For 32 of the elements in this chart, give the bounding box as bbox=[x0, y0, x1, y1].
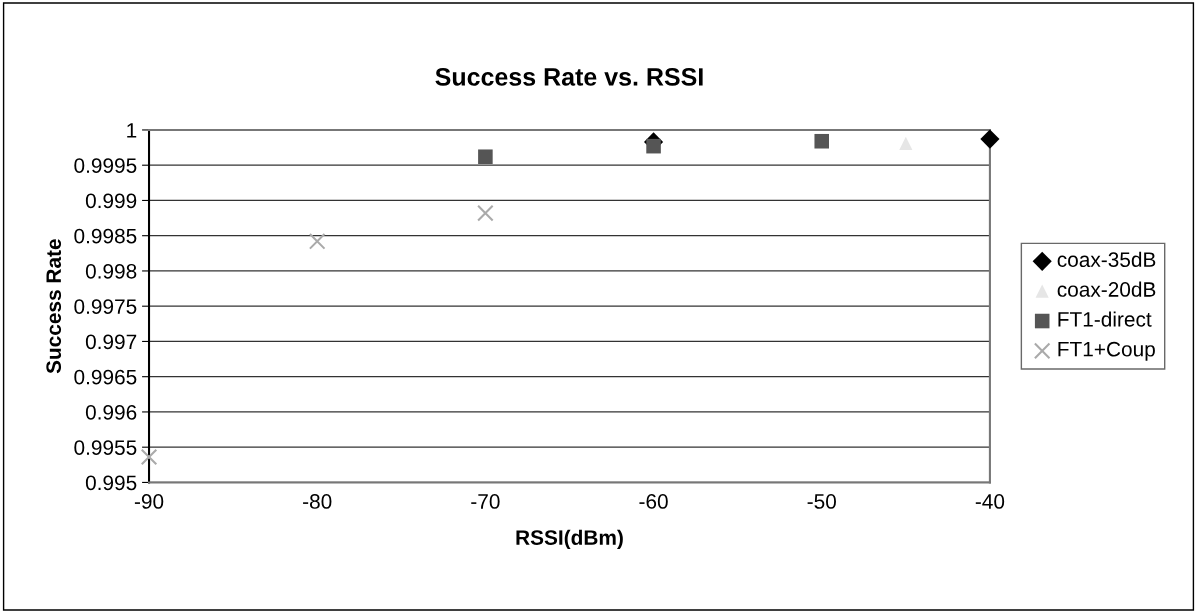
y-tick-label: 0.9985 bbox=[74, 228, 137, 244]
point bbox=[646, 138, 661, 154]
point bbox=[308, 233, 326, 250]
point bbox=[477, 204, 494, 222]
x-tick-label: -40 bbox=[975, 494, 1005, 509]
legend-label: FT1+Coup bbox=[1058, 341, 1155, 361]
y-tick-label: 0.997 bbox=[85, 334, 137, 350]
y-tick-label: 0.9965 bbox=[74, 369, 137, 385]
chart-title: Success Rate vs. RSSI bbox=[435, 68, 703, 86]
y-tick-label: 0.9975 bbox=[74, 299, 137, 314]
legend-label: coax-20dB bbox=[1057, 281, 1156, 297]
point bbox=[814, 133, 830, 149]
x-tick-label: -70 bbox=[471, 494, 500, 509]
y-tick-label: 0.995 bbox=[85, 475, 137, 491]
legend-label: coax-35dB bbox=[1057, 251, 1156, 268]
y-tick-label: 0.998 bbox=[85, 263, 137, 279]
y-tick-label: 1 bbox=[127, 123, 137, 138]
x-tick-label: -50 bbox=[807, 494, 836, 509]
y-tick-label: 0.996 bbox=[85, 404, 137, 420]
y-axis-title: Success Rate bbox=[46, 239, 62, 374]
point bbox=[140, 448, 158, 466]
y-tick-label: 0.9995 bbox=[74, 158, 137, 173]
point bbox=[980, 129, 1000, 149]
x-tick-label: -80 bbox=[303, 494, 332, 509]
x-tick-label: -90 bbox=[134, 494, 164, 509]
x-tick-label: -60 bbox=[639, 494, 668, 509]
point bbox=[478, 149, 493, 165]
x-axis-title: RSSI(dBm) bbox=[516, 529, 623, 550]
y-tick-label: 0.9955 bbox=[74, 440, 137, 455]
legend-label: FT1-direct bbox=[1058, 311, 1152, 327]
y-tick-label: 0.999 bbox=[85, 193, 137, 209]
point bbox=[899, 136, 913, 150]
